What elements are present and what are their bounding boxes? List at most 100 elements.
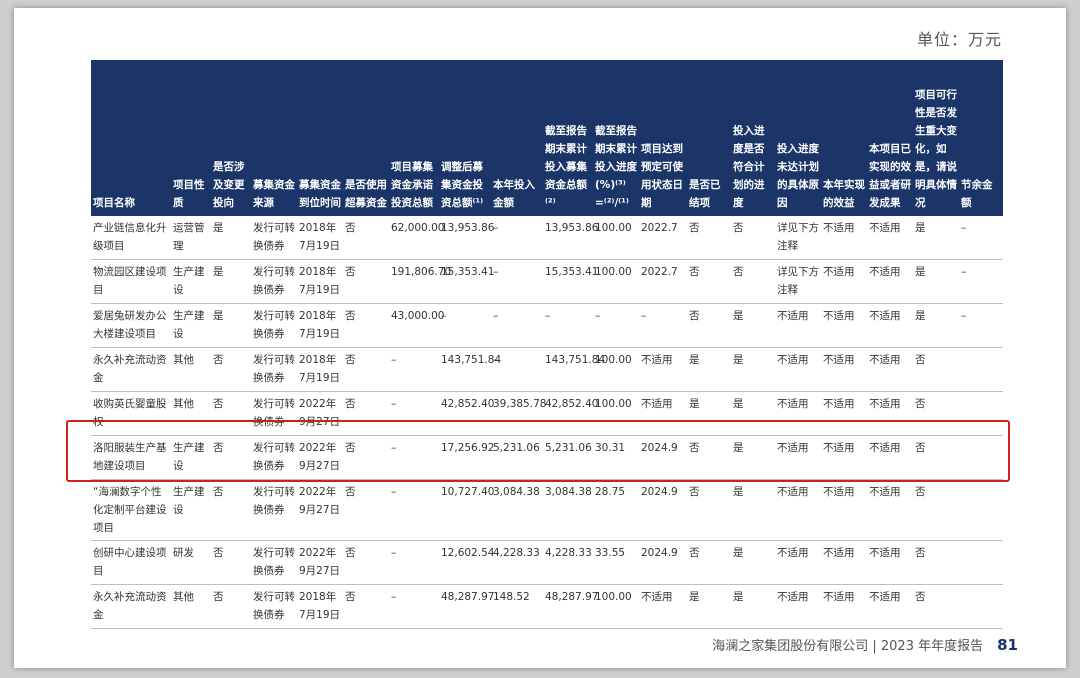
table-cell: 43,000.00 xyxy=(389,303,444,348)
table-cell: 48,287.97 xyxy=(543,584,598,629)
column-header: 本项目已实现的效益或者研发成果 xyxy=(867,60,913,216)
table-cell: 否 xyxy=(913,435,959,480)
table-cell: – xyxy=(959,303,1003,348)
table-cell: 2018年7月19日 xyxy=(297,303,343,348)
table-cell: 100.00 xyxy=(593,216,639,260)
table-cell: 否 xyxy=(913,584,959,629)
table-cell: – xyxy=(639,303,687,348)
table-cell: 生产建设 xyxy=(171,303,211,348)
table-cell: 永久补充流动资金 xyxy=(91,347,171,392)
table-cell: 不适用 xyxy=(775,347,821,392)
column-header: 是否使用超募资金 xyxy=(343,60,389,216)
table-cell: 否 xyxy=(913,479,959,541)
table-cell: 2024.9 xyxy=(639,435,687,480)
table-cell: 100.00 xyxy=(593,584,639,629)
table-cell: – xyxy=(389,347,439,392)
table-cell: 100.00 xyxy=(593,259,639,304)
table-cell: 发行可转换债券 xyxy=(251,347,297,392)
table-cell: 其他 xyxy=(171,584,211,629)
table-cell: 是 xyxy=(687,584,731,629)
table-cell: 不适用 xyxy=(821,435,867,480)
table-cell: 否 xyxy=(687,259,731,304)
table-cell: 否 xyxy=(343,584,389,629)
table-cell: 42,852.40 xyxy=(439,391,494,436)
unit-label: 单位：万元 xyxy=(916,30,1002,49)
table-cell: 是 xyxy=(913,303,959,348)
table-cell: 否 xyxy=(343,216,389,260)
table-cell: 不适用 xyxy=(775,391,821,436)
table-cell: 2024.9 xyxy=(639,479,687,541)
table-cell: 不适用 xyxy=(867,435,913,480)
table-cell: 是 xyxy=(731,303,775,348)
table-cell: 不适用 xyxy=(821,391,867,436)
table-cell: 收购英氏婴童股权 xyxy=(91,391,171,436)
table-cell: 否 xyxy=(913,391,959,436)
column-header: 本年实现的效益 xyxy=(821,60,867,216)
table-cell: 否 xyxy=(211,479,251,541)
table-cell: 不适用 xyxy=(821,584,867,629)
column-header: 投入进度是否符合计划的进度 xyxy=(731,60,775,216)
table-cell: 13,953.86 xyxy=(439,216,494,260)
table-cell: – xyxy=(491,347,543,392)
table-cell: 不适用 xyxy=(639,584,687,629)
table-cell: 研发 xyxy=(171,540,211,585)
table-row: 洛阳服装生产基地建设项目 生产建设否发行可转换债券 2022年9月27日否 –17,2… xyxy=(91,435,1003,480)
table-cell: 不适用 xyxy=(775,479,821,541)
table-cell: 是 xyxy=(731,435,775,480)
table-cell: 发行可转换债券 xyxy=(251,479,297,541)
table-cell: 2018年7月19日 xyxy=(297,259,343,304)
table-cell: 生产建设 xyxy=(171,479,211,541)
table-cell: 不适用 xyxy=(821,347,867,392)
table-cell: 否 xyxy=(211,391,251,436)
column-header: 是否已结项 xyxy=(687,60,731,216)
table-cell: 2018年7月19日 xyxy=(297,216,343,260)
table-cell: 否 xyxy=(343,303,389,348)
table-cell: 是 xyxy=(211,303,251,348)
table-cell: – xyxy=(389,479,439,541)
table-cell: 39,385.78 xyxy=(491,391,546,436)
table-cell: 发行可转换债券 xyxy=(251,435,297,480)
table-cell: 否 xyxy=(211,540,251,585)
table-cell: 否 xyxy=(687,303,731,348)
table-cell: 否 xyxy=(687,216,731,260)
table-cell: 物流园区建设项目 xyxy=(91,259,171,304)
table-cell: 否 xyxy=(343,347,389,392)
table-cell: 不适用 xyxy=(867,303,913,348)
table-cell: 48,287.97 xyxy=(439,584,494,629)
table-cell: 否 xyxy=(731,259,775,304)
table-cell: 2022年9月27日 xyxy=(297,391,343,436)
table-cell: 发行可转换债券 xyxy=(251,216,297,260)
table-cell: 143,751.84 xyxy=(543,347,605,392)
footer-company: 海澜之家集团股份有限公司 | 2023 年年度报告 xyxy=(712,639,984,654)
table-cell: – xyxy=(959,259,1003,304)
table-cell: 否 xyxy=(211,347,251,392)
table-cell: 4,228.33 xyxy=(491,540,543,585)
table-cell: 17,256.92 xyxy=(439,435,494,480)
table-cell: 15,353.41 xyxy=(439,259,494,304)
table-cell: 不适用 xyxy=(867,479,913,541)
highlight-box xyxy=(66,420,1010,482)
table-cell: 永久补充流动资金 xyxy=(91,584,171,629)
table-cell: 不适用 xyxy=(775,435,821,480)
table-cell: 否 xyxy=(731,216,775,260)
table-cell: 爱居兔研发办公大楼建设项目 xyxy=(91,303,171,348)
table-cell: 2022年9月27日 xyxy=(297,435,343,480)
table-cell: 发行可转换债券 xyxy=(251,303,297,348)
table-cell: 是 xyxy=(731,347,775,392)
table-cell: 否 xyxy=(913,347,959,392)
column-header: 投入进度未达计划的具体原因 xyxy=(775,60,821,216)
table-cell: 不适用 xyxy=(867,540,913,585)
column-header: 项目性质 xyxy=(171,60,211,216)
table-cell xyxy=(959,347,1003,392)
table-cell xyxy=(959,540,1003,585)
table-cell: 是 xyxy=(913,259,959,304)
table-cell: 否 xyxy=(343,435,389,480)
table-cell: – xyxy=(389,391,439,436)
table-cell: – xyxy=(389,435,439,480)
table-cell: 148.52 xyxy=(491,584,543,629)
table-row: 物流园区建设项目 生产建设是发行可转换债券 2018年7月19日否 191,806.7… xyxy=(91,259,1003,304)
table-cell: 143,751.84 xyxy=(439,347,501,392)
table-body: 产业链信息化升级项目 运营管理是发行可转换债券 2018年7月19日否 62,000.… xyxy=(91,216,1003,629)
table-cell: 创研中心建设项目 xyxy=(91,540,171,585)
table-cell: – xyxy=(543,303,593,348)
